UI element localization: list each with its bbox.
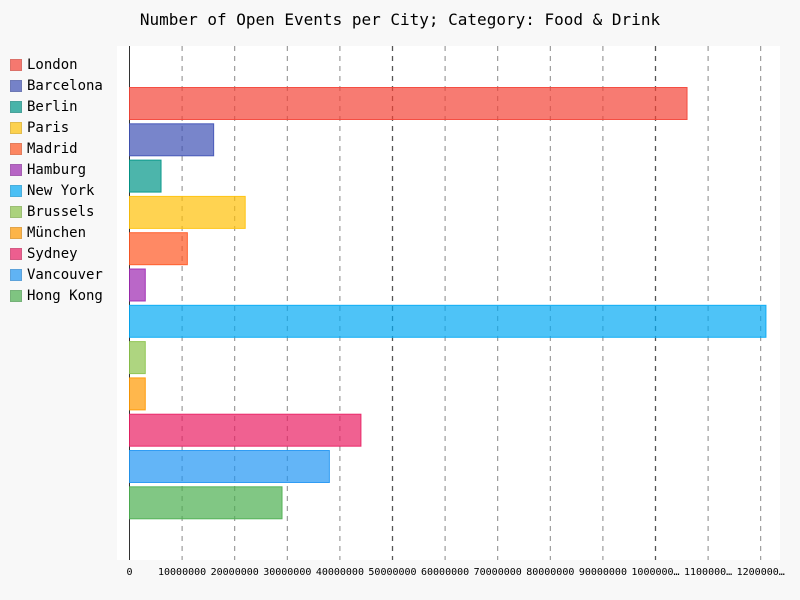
legend-item[interactable]: Barcelona — [10, 75, 103, 96]
bar-paris[interactable] — [129, 195, 246, 229]
legend-item[interactable]: Vancouver — [10, 264, 103, 285]
legend-label: Sydney — [27, 245, 78, 262]
legend-label: Vancouver — [27, 266, 103, 283]
legend-label: London — [27, 56, 78, 73]
legend-item[interactable]: Paris — [10, 117, 103, 138]
legend-swatch — [10, 289, 22, 302]
legend: London Barcelona Berlin Paris Madrid Hamburg N… — [10, 54, 103, 306]
legend-swatch — [10, 205, 22, 218]
x-tick-label: 30000000 — [263, 567, 311, 578]
legend-label: Brussels — [27, 203, 95, 220]
bar-new-york[interactable] — [129, 304, 767, 338]
legend-item[interactable]: New York — [10, 180, 103, 201]
bar-m-nchen[interactable] — [129, 377, 146, 411]
x-tick-label: 1200000… — [737, 567, 785, 578]
legend-label: Hong Kong — [27, 287, 103, 304]
legend-label: Barcelona — [27, 77, 103, 94]
legend-item[interactable]: Sydney — [10, 243, 103, 264]
legend-swatch — [10, 100, 22, 113]
legend-label: Hamburg — [27, 161, 87, 178]
bar-vancouver[interactable] — [129, 450, 330, 483]
legend-label: München — [27, 224, 87, 241]
legend-label: Berlin — [27, 98, 78, 115]
legend-swatch — [10, 184, 22, 197]
bar-berlin[interactable] — [129, 159, 162, 193]
legend-item[interactable]: Hong Kong — [10, 285, 103, 306]
bar-barcelona[interactable] — [129, 123, 215, 157]
legend-swatch — [10, 163, 22, 176]
legend-label: New York — [27, 182, 95, 199]
bar-sydney[interactable] — [129, 413, 362, 447]
x-tick-label: 1000000… — [631, 567, 679, 578]
chart-title: Number of Open Events per City; Category… — [139, 10, 661, 29]
legend-swatch — [10, 268, 22, 281]
bar-hong-kong[interactable] — [129, 486, 283, 520]
legend-swatch — [10, 79, 22, 92]
legend-item[interactable]: Madrid — [10, 138, 103, 159]
legend-item[interactable]: Brussels — [10, 201, 103, 222]
bar-madrid[interactable] — [129, 232, 188, 266]
legend-swatch — [10, 247, 22, 260]
x-tick-label: 20000000 — [211, 567, 259, 578]
x-tick-label: 90000000 — [579, 567, 627, 578]
legend-swatch — [10, 226, 22, 239]
legend-item[interactable]: München — [10, 222, 103, 243]
legend-label: Madrid — [27, 140, 78, 157]
x-tick-label: 40000000 — [316, 567, 364, 578]
x-tick-label: 60000000 — [421, 567, 469, 578]
legend-swatch — [10, 121, 22, 134]
bar-hamburg[interactable] — [129, 268, 146, 302]
legend-item[interactable]: Berlin — [10, 96, 103, 117]
x-tick-label: 0 — [126, 567, 132, 578]
x-tick-label: 80000000 — [526, 567, 574, 578]
legend-item[interactable]: Hamburg — [10, 159, 103, 180]
legend-swatch — [10, 142, 22, 155]
legend-item[interactable]: London — [10, 54, 103, 75]
bar-london[interactable] — [129, 87, 688, 120]
x-tick-label: 1100000… — [684, 567, 732, 578]
legend-label: Paris — [27, 119, 70, 136]
bar-brussels[interactable] — [129, 341, 146, 375]
x-tick-label: 50000000 — [368, 567, 416, 578]
legend-swatch — [10, 58, 22, 71]
x-tick-label: 70000000 — [474, 567, 522, 578]
x-tick-label: 10000000 — [158, 567, 206, 578]
